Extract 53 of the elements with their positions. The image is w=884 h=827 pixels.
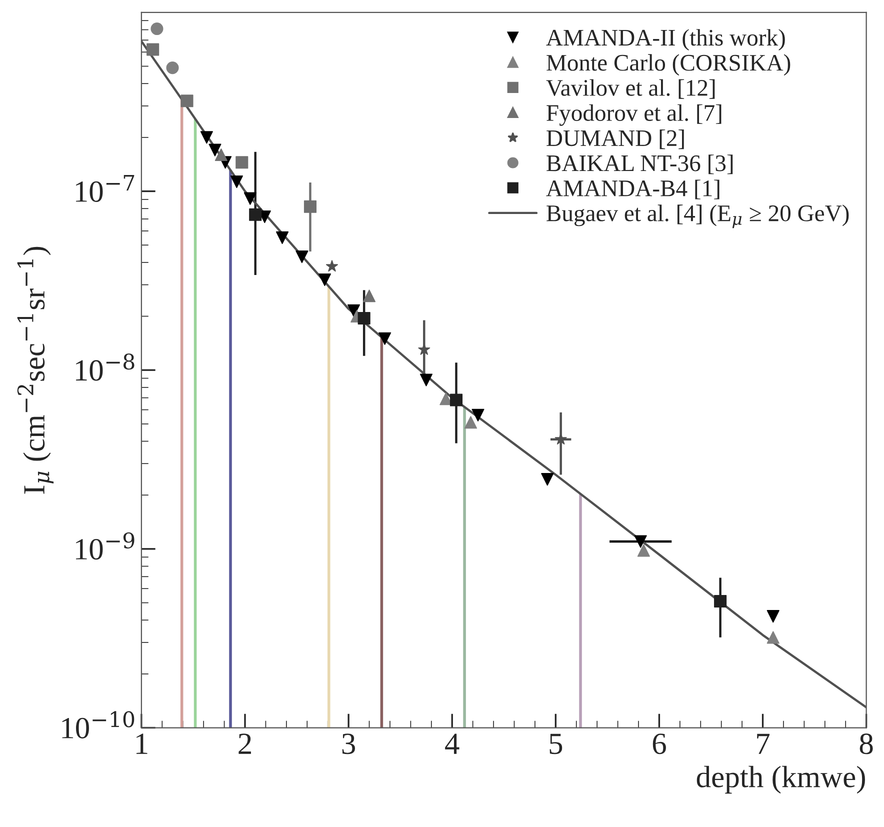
y-tick-label: 10$^{−7}$: [76, 174, 134, 202]
x-tick-label: 6: [652, 734, 666, 754]
point: [554, 433, 567, 444]
point: [637, 544, 650, 557]
point: [347, 304, 360, 317]
legend-label: Bugaev et al. [4] (E$_{μ}$ ≥ 20 GeV): [546, 204, 849, 228]
legend-label: Fyodorov et al. [7]: [546, 104, 722, 126]
x-tick-label: 5: [550, 734, 562, 754]
point: [296, 250, 308, 264]
point: [180, 94, 194, 108]
legend-label: BAIKAL NT-36 [3]: [546, 154, 733, 174]
point: [244, 192, 256, 205]
point: [420, 374, 432, 386]
point: [318, 273, 332, 286]
point: [358, 312, 370, 324]
legend-label: Vavilov et al. [12]: [546, 79, 715, 99]
point: [541, 473, 554, 486]
point: [208, 144, 222, 156]
text: I$_{μ}$ (cm$^{−2}$sec$^{−1}$sr$^{−1}$): [17, 246, 54, 494]
legend-label: DUMAND [2]: [546, 130, 684, 150]
x-tick-label: 8: [860, 734, 873, 754]
point: [450, 394, 463, 406]
point: [464, 416, 478, 429]
y-tick-label: 10$^{−8}$: [76, 353, 134, 381]
x-tick-label: 7: [757, 734, 770, 754]
x-tick-label: 4: [445, 734, 460, 754]
point: [714, 594, 727, 608]
point: [200, 131, 213, 144]
point: [150, 22, 164, 36]
point: [634, 535, 647, 548]
x-tick-label: 1: [136, 734, 148, 754]
point: [249, 208, 262, 221]
point: [766, 610, 780, 623]
point: [472, 408, 484, 422]
legend-label: AMANDA-B4 [1]: [546, 180, 720, 200]
y-tick-label: 10$^{−10}$: [62, 711, 134, 738]
y-tick-label: 10$^{−9}$: [76, 532, 134, 560]
x-tick-label: 2: [238, 734, 251, 754]
point: [766, 631, 780, 644]
point: [236, 156, 248, 169]
legend-label: AMANDA-II (this work): [546, 29, 785, 50]
point: [230, 175, 243, 188]
point: [326, 260, 338, 272]
point: [276, 231, 289, 244]
point: [214, 148, 228, 162]
x-tick-label: 3: [342, 734, 355, 754]
point: [378, 332, 392, 345]
point: [362, 290, 376, 302]
point: [166, 62, 179, 74]
point: [304, 200, 317, 213]
x-axis-title: depth (kmwe): [696, 766, 865, 794]
legend-label: Monte Carlo (CORSIKA): [546, 54, 790, 76]
point: [146, 43, 160, 56]
